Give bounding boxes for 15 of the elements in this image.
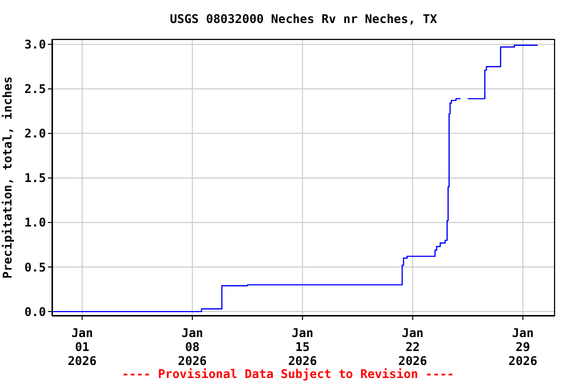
y-tick-label: 3.0 <box>24 38 46 52</box>
y-tick-label: 0.5 <box>24 260 46 274</box>
text: ---- Provisional Data Subject to Revision ---- <box>120 367 456 381</box>
x-tick-label: Jan 29 2026 <box>508 326 538 368</box>
y-axis-title: Precipitation, total, inches <box>0 76 14 279</box>
y-tick-label: 2.0 <box>24 126 46 141</box>
x-tick-label: Jan 22 2026 <box>398 326 428 368</box>
y-tick-label: 1.0 <box>24 216 46 230</box>
x-tick-label: Jan 08 2026 <box>178 326 207 368</box>
y-tick-label: 0.0 <box>24 304 46 319</box>
chart-title: USGS 08032000 Neches Rv nr Neches, TX <box>168 12 438 26</box>
y-tick-label: 2.5 <box>24 82 46 96</box>
y-tick-label: 1.5 <box>24 171 46 186</box>
x-tick-label: Jan 15 2026 <box>288 326 317 368</box>
x-tick-label: Jan 01 2026 <box>68 326 97 368</box>
